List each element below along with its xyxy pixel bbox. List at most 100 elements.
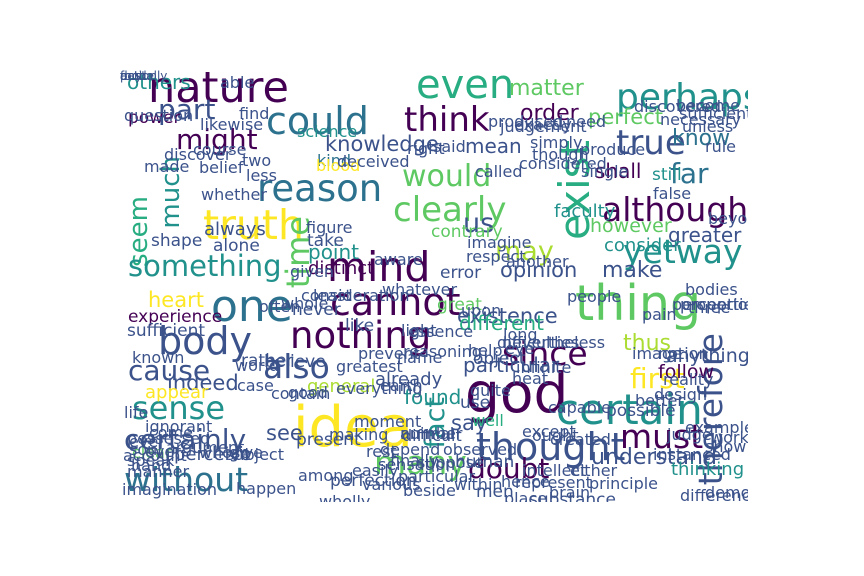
word: difficult [402,426,462,445]
word: greater [668,223,742,247]
word: alone [213,236,260,256]
word: opinion [500,258,578,282]
word: error [440,263,482,283]
word: figure [306,218,353,237]
word: object [473,349,526,369]
word: either [570,461,618,480]
word: intellect [522,461,587,480]
word: name [397,348,443,367]
word: clear [132,443,172,462]
word: speak [127,451,175,470]
word: respect [466,247,526,266]
word: blood [316,156,361,175]
word: like [345,316,375,336]
word: could [266,99,369,143]
word: consider [604,235,681,256]
word: rest [366,442,397,461]
word: least [313,286,352,305]
word: given [290,262,335,281]
word: happen [236,479,297,498]
word: unless [682,117,734,136]
word: manner [127,462,190,481]
word: soul [129,440,162,459]
word: true [616,123,686,163]
word: give [229,443,263,462]
word: mind [327,243,431,291]
word: indeed [167,371,239,395]
word: present [296,430,361,450]
word: certainly [124,423,247,456]
word: produce [580,140,646,159]
word: upon [461,301,502,320]
word: power [128,108,181,128]
word: demonstration [705,483,748,502]
word: depend [380,440,441,459]
word: however [590,215,672,237]
word: instanced [653,445,731,464]
word: considered [519,154,607,173]
word: shall [595,159,642,183]
word: heat [512,369,549,388]
word: men [476,482,514,502]
word: truth [203,201,304,249]
word-cloud: nature even perhaps could think part matter ord… [120,70,748,502]
word: heart [148,288,204,312]
word: appear [145,382,209,403]
word: mean [465,134,522,158]
word: nevertheless [502,333,606,352]
word: contain [271,384,331,403]
word: matter [509,76,584,101]
word: doubt [468,452,550,485]
word: rule [705,137,737,156]
word: two [242,151,272,170]
word: although [602,190,748,229]
word: day [120,70,143,83]
word: knowledge [325,132,439,156]
word: one [211,281,293,332]
word: experience [128,307,223,327]
word: animal [400,424,455,443]
word: notion [658,344,709,363]
word: foot [120,70,144,83]
word: general [307,376,376,397]
word: whatever [382,280,458,299]
word: think [404,100,490,140]
word: reason [257,167,383,210]
word: show [705,437,747,456]
word: actually [120,70,168,83]
word: even [416,70,515,108]
word: point [308,240,360,264]
word: first [630,362,685,395]
word: perfection [330,471,417,491]
word: need [566,112,606,131]
word: would [402,159,492,194]
word: take [307,231,344,251]
word: part [158,93,216,126]
word: less [246,166,277,185]
word: work [710,428,748,447]
word: without [124,460,249,499]
word: already [375,369,443,390]
word: everything [336,379,423,398]
word: aware [374,250,423,269]
word: pain [642,305,677,324]
word: earth [380,376,423,395]
word: may [495,236,554,267]
word: sufficiently [679,104,748,123]
word: believe [264,352,326,372]
word: sufficient [127,321,206,341]
word: perfect [588,105,663,129]
word: god [465,361,569,425]
word: number [400,424,463,443]
word: nature [148,70,289,113]
word: see [266,421,303,445]
word: subject [226,445,284,464]
word: sensation [378,455,456,474]
word: brain [549,483,591,502]
word: thinking [671,459,745,480]
word: difficulties [497,333,580,352]
word: making [329,425,389,444]
word: among [298,466,354,485]
word: well [472,411,504,430]
word: prevent [358,344,420,363]
